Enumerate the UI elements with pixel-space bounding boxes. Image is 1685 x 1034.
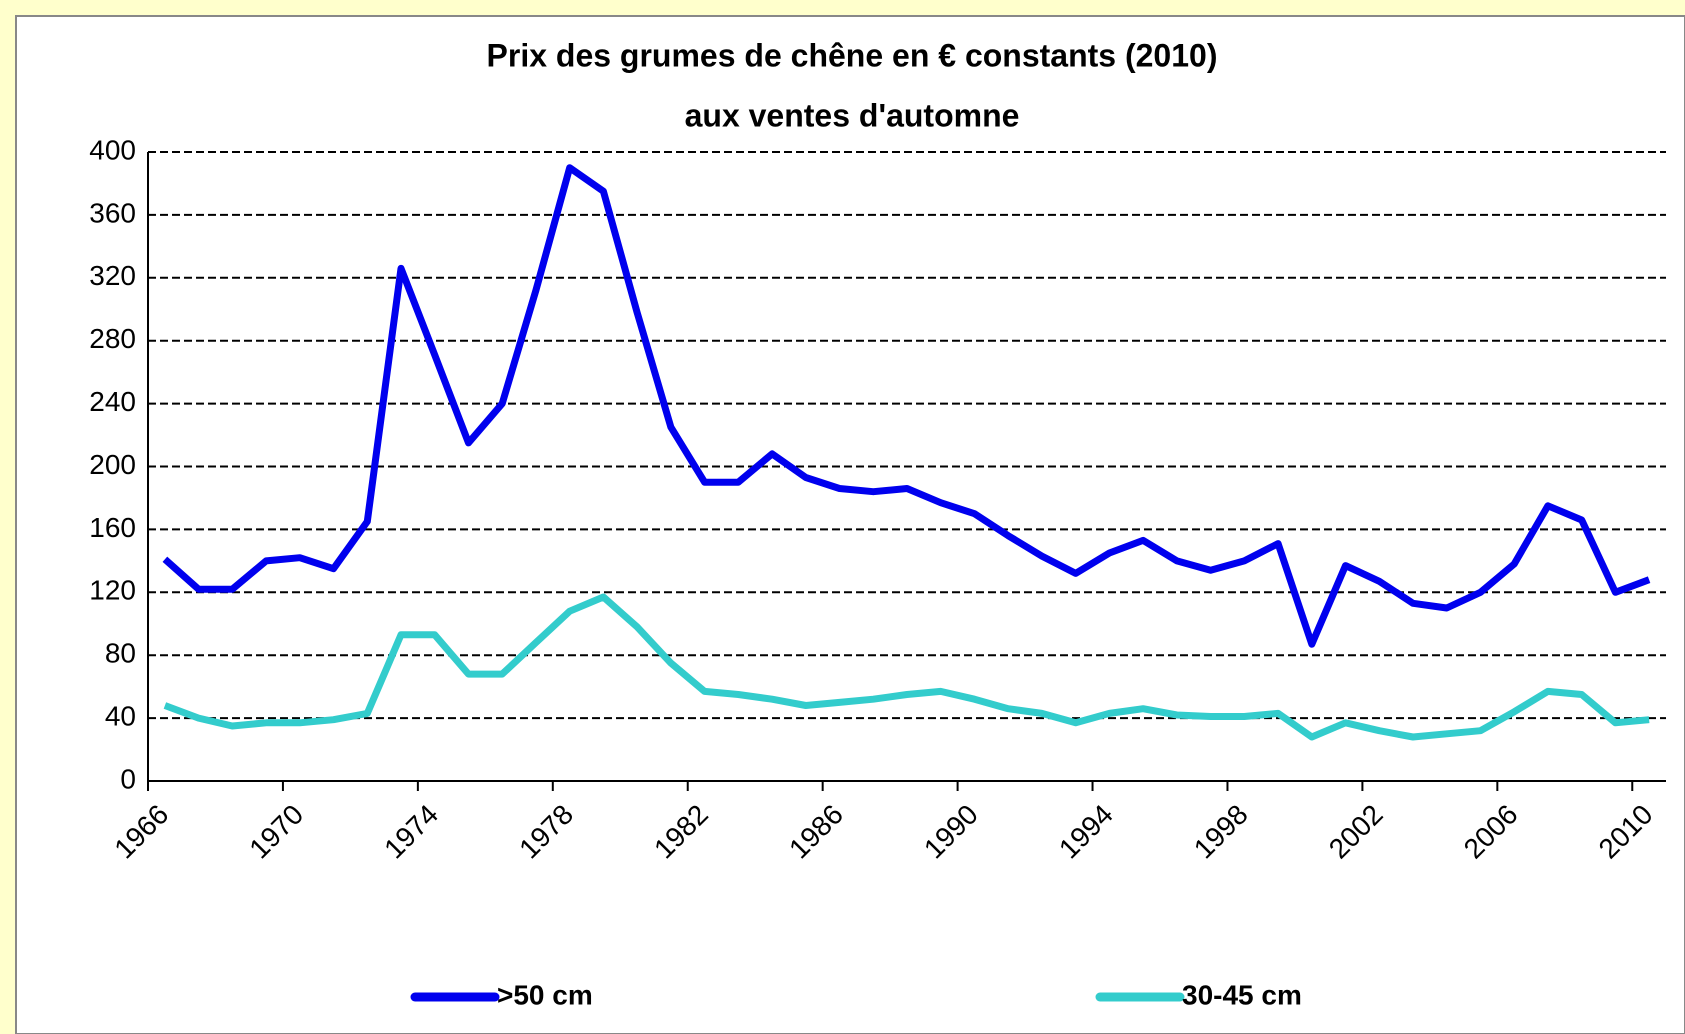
y-tick-label: 160 — [89, 512, 136, 543]
chart-title: Prix des grumes de chêne en € constants … — [487, 37, 1218, 73]
y-tick-label: 200 — [89, 449, 136, 480]
y-tick-label: 0 — [120, 763, 136, 794]
y-tick-label: 280 — [89, 323, 136, 354]
legend-label: >50 cm — [497, 979, 593, 1010]
y-tick-label: 240 — [89, 386, 136, 417]
y-tick-label: 360 — [89, 197, 136, 228]
y-tick-label: 120 — [89, 575, 136, 606]
y-tick-label: 80 — [105, 638, 136, 669]
chart-area — [15, 15, 1685, 1034]
legend-label: 30-45 cm — [1182, 979, 1302, 1010]
y-tick-label: 400 — [89, 134, 136, 165]
series-line — [163, 593, 1650, 741]
series-line — [162, 164, 1651, 648]
chart-subtitle: aux ventes d'automne — [685, 97, 1020, 133]
y-tick-label: 320 — [89, 260, 136, 291]
y-tick-label: 40 — [105, 700, 136, 731]
